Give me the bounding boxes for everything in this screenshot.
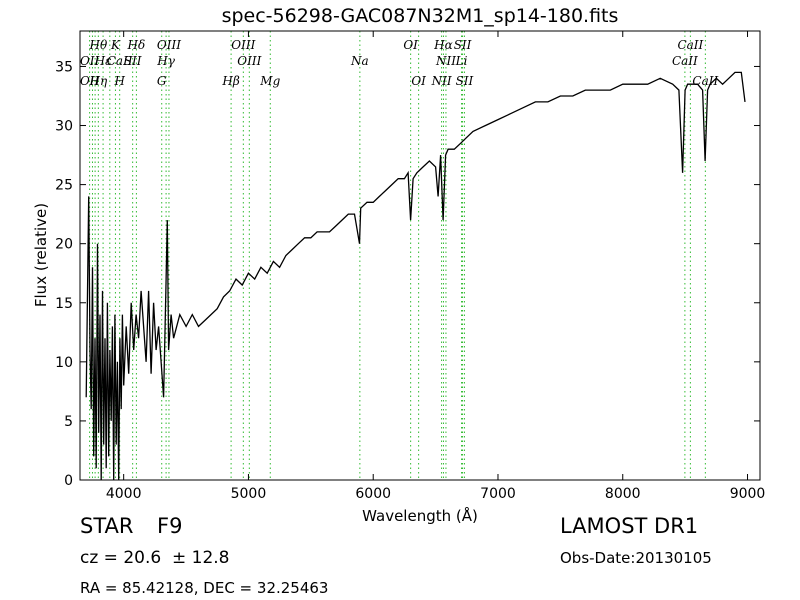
spectral-line-label: SII [124, 54, 142, 68]
x-tick-label: 5000 [231, 486, 267, 502]
spectral-line-label: OI [403, 38, 418, 52]
spectral-line-label: OI [411, 74, 426, 88]
spectral-line-label: Hθ [88, 38, 107, 52]
spectral-line-label: Na [350, 54, 369, 68]
y-tick-label: 5 [64, 414, 73, 430]
spectral-line-label: NII [435, 54, 456, 68]
y-axis-label: Flux (relative) [32, 203, 50, 307]
spectral-line-label: Hε [94, 54, 112, 68]
spectral-line-label: Hη [89, 74, 108, 88]
spectral-line-label: G [157, 74, 167, 88]
spectral-line-label: OII [80, 74, 100, 88]
spectral-line-label: Hδ [127, 38, 146, 52]
spectral-line-label: H [113, 74, 125, 88]
spectral-line-label: OIII [157, 38, 181, 52]
redshift-value: cz = 20.6 ± 12.8 [80, 548, 230, 568]
y-tick-label: 20 [55, 237, 73, 253]
spectral-line-label: Li [455, 54, 468, 68]
spectral-line-label: Hα [433, 38, 453, 52]
spectral-line-label: CaII [672, 54, 698, 68]
spectral-line-label: SII [456, 74, 474, 88]
spectral-line-label: CaII [677, 38, 703, 52]
spectral-line-label: Mg [259, 74, 280, 88]
y-tick-label: 15 [55, 296, 73, 312]
spectral-line-label: Hβ [221, 74, 239, 88]
spectral-line-markers [89, 31, 706, 480]
x-axis-label: Wavelength (Å) [362, 506, 478, 525]
coordinates: RA = 85.42128, DEC = 32.25463 [80, 579, 329, 597]
spectral-line-label: CaII [692, 74, 718, 88]
spectral-line-label: OIII [237, 54, 261, 68]
y-tick-label: 10 [55, 355, 73, 371]
object-subclass: F9 [157, 514, 183, 538]
spectral-line-label: OIII [231, 38, 255, 52]
spectral-line-label: CaII [107, 54, 133, 68]
spectrum-line [85, 71, 746, 481]
observation-date: Obs-Date:20130105 [560, 549, 712, 567]
y-tick-label: 0 [64, 473, 73, 489]
y-axis-ticks: 0 5 10 15 20 25 30 35 [55, 59, 760, 489]
y-tick-label: 25 [55, 178, 73, 194]
y-tick-label: 35 [55, 59, 73, 75]
spectral-line-label: Hγ [156, 54, 175, 68]
x-tick-label: 6000 [355, 486, 391, 502]
x-tick-label: 7000 [480, 486, 516, 502]
plot-frame [79, 30, 761, 481]
spectral-line-label: NII [431, 74, 452, 88]
y-tick-label: 30 [55, 119, 73, 135]
object-type: STAR [80, 514, 134, 538]
spectral-line-label: K [110, 38, 121, 52]
x-tick-label: 4000 [106, 486, 142, 502]
survey-name: LAMOST DR1 [560, 514, 699, 538]
x-tick-label: 8000 [605, 486, 641, 502]
spectral-line-label: SII [454, 38, 472, 52]
x-tick-label: 9000 [730, 486, 766, 502]
x-axis-ticks: 4000 5000 6000 7000 8000 9000 [106, 31, 765, 502]
spectral-line-label: OII [80, 54, 100, 68]
chart-title: spec-56298-GAC087N32M1_sp14-180.fits [221, 5, 619, 27]
